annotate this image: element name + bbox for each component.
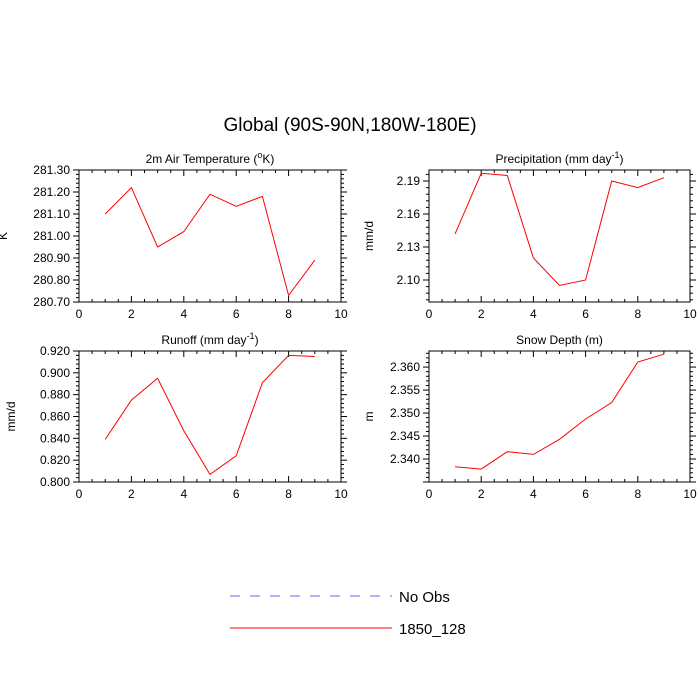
plot-frame (428, 169, 691, 303)
y-tick-label: 280.80 (33, 273, 70, 287)
y-tick-label: 2.350 (390, 406, 420, 420)
legend: No Obs 1850_128 (230, 589, 466, 638)
x-tick-label: 8 (634, 307, 641, 321)
y-tick-label: 280.90 (33, 251, 70, 265)
series-line (104, 186, 316, 297)
x-tick-label: 6 (233, 307, 240, 321)
x-tick-label: 2 (478, 307, 485, 321)
x-tick-label: 0 (426, 307, 433, 321)
y-tick-label: 0.800 (40, 475, 70, 489)
series-line (455, 353, 665, 470)
series-line (104, 354, 315, 476)
y-tick-label: 2.340 (390, 452, 420, 466)
y-tick-label: 0.900 (40, 366, 70, 380)
y-tick-label: 280.70 (33, 295, 70, 309)
x-tick-label: 4 (180, 307, 187, 321)
y-tick-label: 2.13 (397, 240, 421, 254)
x-tick-label: 10 (334, 487, 348, 501)
y-tick-label: 0.840 (40, 431, 70, 445)
x-tick-label: 10 (683, 307, 697, 321)
y-axis-label: mm/d (4, 402, 18, 432)
x-tick-label: 8 (634, 487, 641, 501)
y-tick-label: 0.860 (40, 410, 70, 424)
panel-title: Snow Depth (m) (516, 333, 603, 347)
figure-title: Global (90S-90N,180W-180E) (223, 115, 477, 136)
chart-panel-1: 2m Air Temperature (oK) K 0 2 4 6 8 10 280.70 280… (0, 150, 348, 321)
x-tick-label: 2 (128, 487, 135, 501)
y-tick-label: 2.16 (397, 207, 421, 221)
series-line (454, 172, 665, 287)
x-tick-label: 0 (426, 487, 433, 501)
legend-label-1: No Obs (399, 589, 450, 606)
y-axis-label: mm/d (362, 221, 376, 251)
x-tick-label: 2 (478, 487, 485, 501)
y-tick-label: 0.920 (40, 344, 70, 358)
x-tick-label: 8 (285, 307, 292, 321)
y-tick-label: 2.355 (390, 383, 420, 397)
x-tick-label: 2 (128, 307, 135, 321)
x-tick-label: 0 (76, 487, 83, 501)
y-tick-label: 281.10 (33, 207, 70, 221)
plot-frame (428, 350, 691, 483)
x-tick-label: 4 (530, 307, 537, 321)
panel-title: 2m Air Temperature (oK) (146, 150, 275, 166)
x-tick-label: 10 (683, 487, 697, 501)
panel-title: Runoff (mm day-1) (161, 331, 258, 347)
x-tick-label: 4 (180, 487, 187, 501)
x-tick-label: 8 (285, 487, 292, 501)
y-tick-label: 0.880 (40, 388, 70, 402)
chart-panel-4: Snow Depth (m) m 0 2 4 6 8 10 2.340 2.345 2.350 2.3… (362, 333, 697, 501)
x-tick-label: 10 (334, 307, 348, 321)
y-tick-label: 2.345 (390, 429, 420, 443)
plot-frame (78, 169, 342, 303)
x-tick-label: 6 (582, 307, 589, 321)
x-tick-label: 6 (233, 487, 240, 501)
chart-panel-2: Precipitation (mm day-1) mm/d 0 2 4 6 8 10 2.10 2… (362, 150, 697, 321)
y-axis-label: m (362, 412, 376, 422)
y-tick-label: 2.10 (397, 273, 421, 287)
plot-frame (78, 350, 342, 483)
x-tick-label: 0 (76, 307, 83, 321)
y-tick-label: 0.820 (40, 453, 70, 467)
panel-title: Precipitation (mm day-1) (495, 150, 623, 166)
x-tick-label: 6 (582, 487, 589, 501)
y-tick-label: 2.19 (397, 174, 421, 188)
x-tick-label: 4 (530, 487, 537, 501)
chart-panel-3: Runoff (mm day-1) mm/d 0 2 4 6 8 10 0.800 0.820 0.… (4, 331, 348, 501)
y-tick-label: 2.360 (390, 360, 420, 374)
y-tick-label: 281.30 (33, 163, 70, 177)
y-tick-label: 281.00 (33, 229, 70, 243)
y-axis-label: K (0, 232, 10, 240)
legend-label-2: 1850_128 (399, 621, 466, 638)
y-tick-label: 281.20 (33, 185, 70, 199)
